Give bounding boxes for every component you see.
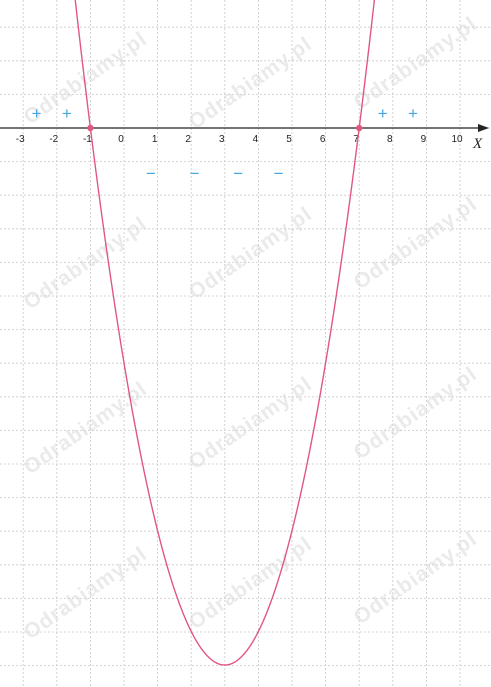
x-tick-label: 10 [451, 134, 463, 145]
watermark-text: Odrabiamy.pl [350, 527, 482, 629]
x-axis-label: X [472, 136, 483, 152]
x-tick-label: -3 [16, 134, 25, 145]
watermark-text: Odrabiamy.pl [185, 372, 317, 474]
x-tick-label: 9 [421, 134, 427, 145]
watermark-text: Odrabiamy.pl [20, 542, 152, 644]
root-point [356, 125, 362, 131]
sign-minus: − [233, 164, 243, 183]
watermark-text: Odrabiamy.pl [185, 32, 317, 134]
x-tick-label: 0 [118, 134, 124, 145]
watermark-text: Odrabiamy.pl [350, 192, 482, 294]
watermark-text: Odrabiamy.pl [185, 532, 317, 634]
sign-minus: − [146, 164, 156, 183]
watermark-text: Odrabiamy.pl [20, 212, 152, 314]
sign-plus: + [32, 104, 42, 123]
x-tick-label: 5 [286, 134, 292, 145]
x-tick-label: 8 [387, 134, 393, 145]
root-point [87, 125, 93, 131]
x-tick-label: 2 [185, 134, 191, 145]
sign-plus: + [62, 104, 72, 123]
sign-minus: − [274, 164, 284, 183]
x-tick-label: 4 [253, 134, 259, 145]
watermark-text: Odrabiamy.pl [185, 202, 317, 304]
sign-plus: + [408, 104, 418, 123]
x-tick-label: 6 [320, 134, 326, 145]
watermark-text: Odrabiamy.pl [350, 362, 482, 464]
x-tick-label: 3 [219, 134, 225, 145]
sign-minus: − [190, 164, 200, 183]
x-axis-arrow [478, 124, 489, 132]
x-axis [0, 124, 489, 132]
x-tick-label: -2 [49, 134, 58, 145]
x-tick-labels: -3 -2 -1 0 1 2 3 4 5 6 7 8 9 10 [16, 134, 463, 145]
x-tick-label: 1 [152, 134, 158, 145]
sign-plus: + [378, 104, 388, 123]
